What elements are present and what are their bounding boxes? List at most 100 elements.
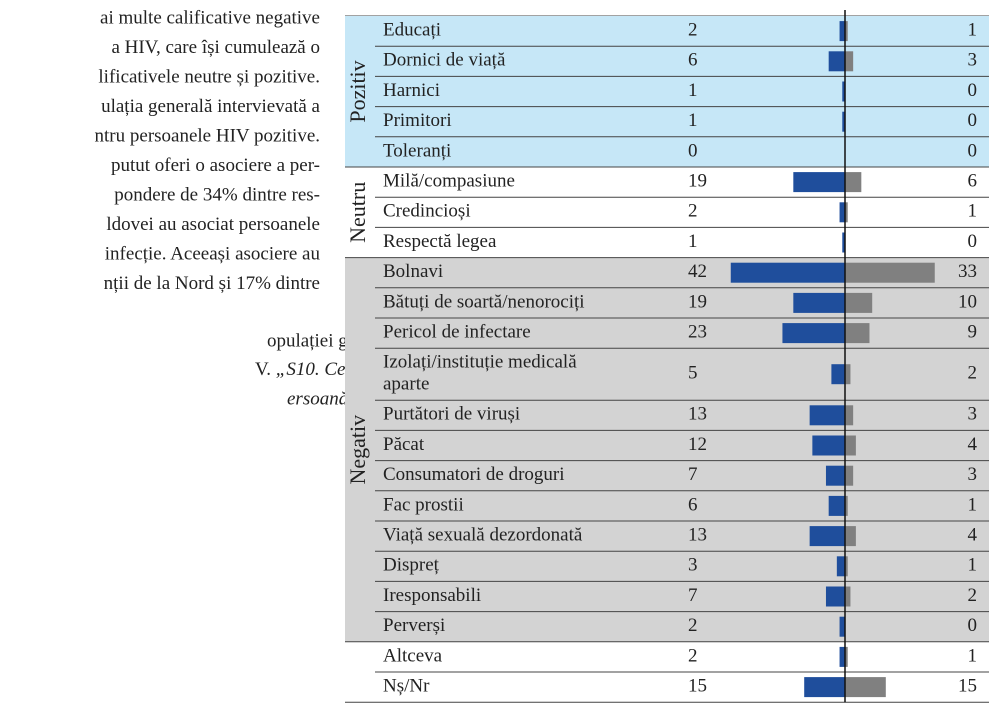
first-bar [845,586,851,607]
first-value: 4 [968,524,978,545]
row-label: Pericol de infectare [383,321,531,342]
total-bar [809,405,845,426]
paragraph-line: lificativele neutre și pozitive. [98,66,320,87]
first-bar [845,172,862,193]
total-value: 13 [688,404,707,425]
row-label: Păcat [383,434,425,455]
first-bar [845,262,935,283]
first-value: 0 [968,80,978,101]
first-bar [845,292,873,313]
total-value: 5 [688,363,698,384]
row-label: Altceva [383,645,443,666]
paragraph-line: ldovei au asociat persoanele [106,214,320,235]
group-background [345,257,989,642]
first-value: 0 [968,110,978,131]
first-value: 9 [968,321,978,342]
first-value: 1 [968,555,978,576]
total-value: 2 [688,615,698,636]
first-bar [845,465,854,486]
paragraph-line: pondere de 34% dintre res- [114,184,320,205]
row-label: Bătuți de soartă/nenorociți [383,291,585,312]
row-label: Toleranți [383,140,451,161]
total-bar [793,172,845,193]
paragraph-line: ai multe calificative negative [100,7,320,28]
total-value: 6 [688,494,698,515]
total-value: 13 [688,524,707,545]
row-label: Dispreț [383,555,440,576]
total-bar [839,202,845,223]
first-value: 2 [968,363,978,384]
first-value: 3 [968,404,978,425]
total-bar [839,21,845,42]
row-label: Nș/Nr [383,675,430,696]
total-value: 12 [688,434,707,455]
row-label: Dornici de viață [383,50,506,71]
total-value: 1 [688,110,698,131]
row-label: Credincioși [383,201,471,222]
group-background [345,16,989,167]
first-value: 6 [968,170,978,191]
paragraph-line: nții de la Nord și 17% dintre [104,273,320,294]
total-value: 7 [688,585,698,606]
row-label: Primitori [383,110,452,131]
total-bar [842,232,845,253]
group-label: Neutru [345,182,370,243]
total-value: 1 [688,231,698,252]
paragraph-line: ulația generală intervievată a [101,96,320,117]
row-label: Consumatori de droguri [383,464,565,485]
total-bar [804,677,845,698]
first-value: 1 [968,201,978,222]
first-value: 15 [958,675,977,696]
first-bar [845,202,848,223]
total-bar [825,586,845,607]
first-value: 3 [968,464,978,485]
text-run: V. [255,359,276,380]
first-bar [845,677,886,698]
row-label: Bolnavi [383,261,443,282]
first-bar [845,556,848,577]
first-bar [845,495,848,516]
total-bar [782,323,845,344]
first-value: 4 [968,434,978,455]
row-label: Viață sexuală dezordonată [383,524,583,545]
first-bar [845,405,854,426]
row-label: Izolați/instituție medicală [383,352,577,373]
first-bar [845,51,854,72]
total-value: 7 [688,464,698,485]
total-value: 42 [688,261,707,282]
row-label: Respectă legea [383,231,497,252]
row-label: Educați [383,19,441,40]
paragraph-line: a HIV, care își cumulează o [111,37,320,58]
total-value: 6 [688,50,698,71]
first-value: 1 [968,645,978,666]
first-value: 0 [968,231,978,252]
total-bar [825,465,845,486]
row-label: Fac prostii [383,494,464,515]
first-bar [845,646,848,667]
first-value: 3 [968,50,978,71]
total-bar [828,495,845,516]
total-bar [809,526,845,547]
first-value: 0 [968,140,978,161]
total-bar [842,81,845,102]
row-label: Perverși [383,615,445,636]
first-bar [845,21,848,42]
group-label: Negativ [345,415,370,485]
first-value: 1 [968,494,978,515]
first-value: 1 [968,19,978,40]
first-bar [845,364,851,385]
row-label: aparte [383,374,429,395]
total-value: 2 [688,201,698,222]
first-bar [845,526,856,547]
first-value: 2 [968,585,978,606]
first-bar [845,435,856,456]
total-bar [812,435,845,456]
total-bar [842,111,845,132]
total-value: 19 [688,291,707,312]
total-bar [839,616,845,637]
row-label: Iresponsabili [383,585,481,606]
total-value: 3 [688,555,698,576]
group-background [345,167,989,258]
total-bar [839,646,845,667]
